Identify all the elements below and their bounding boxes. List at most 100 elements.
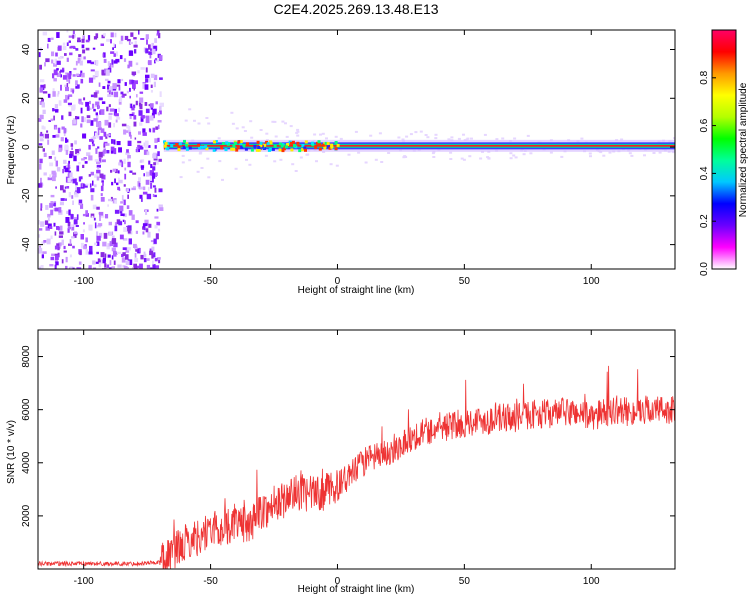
noise-speckle: [50, 209, 54, 216]
noise-speckle: [155, 57, 160, 62]
noise-speckle: [62, 189, 66, 193]
noise-speckle: [93, 118, 98, 122]
faint-speckle: [315, 160, 318, 163]
faint-speckle: [285, 135, 289, 138]
noise-speckle: [113, 139, 116, 145]
spectrogram-x-tick-label: 50: [459, 276, 471, 287]
noise-speckle: [56, 93, 59, 97]
signal-blob: [246, 142, 249, 146]
faint-speckle: [402, 156, 406, 159]
signal-blob: [244, 147, 248, 151]
faint-speckle: [339, 137, 343, 140]
noise-speckle: [65, 149, 69, 155]
noise-speckle: [96, 206, 100, 210]
noise-speckle: [63, 159, 67, 164]
noise-speckle: [83, 117, 87, 122]
noise-speckle: [70, 177, 75, 180]
noise-speckle: [82, 135, 86, 138]
noise-speckle: [100, 185, 104, 192]
noise-speckle: [74, 194, 79, 198]
noise-speckle: [94, 222, 97, 229]
signal-blob: [317, 140, 321, 144]
noise-speckle: [52, 135, 56, 138]
noise-speckle: [153, 158, 158, 161]
noise-speckle: [114, 209, 120, 214]
faint-speckle: [419, 130, 423, 133]
faint-speckle: [431, 152, 435, 155]
noise-speckle: [101, 215, 105, 218]
noise-speckle: [119, 40, 123, 45]
noise-speckle: [112, 168, 117, 172]
noise-speckle: [99, 232, 103, 238]
noise-speckle: [80, 78, 84, 84]
noise-speckle: [158, 259, 161, 264]
noise-speckle: [94, 70, 99, 77]
faint-speckle: [397, 136, 401, 139]
signal-blob: [278, 142, 282, 146]
noise-speckle: [81, 44, 85, 49]
faint-speckle: [357, 151, 361, 154]
noise-speckle: [102, 159, 106, 163]
faint-speckle: [501, 137, 505, 140]
noise-speckle: [42, 251, 47, 254]
noise-speckle: [111, 63, 114, 68]
noise-speckle: [158, 158, 162, 162]
noise-speckle: [157, 124, 160, 129]
noise-speckle: [96, 231, 99, 236]
noise-speckle: [64, 167, 69, 173]
noise-speckle: [155, 233, 159, 240]
noise-speckle: [90, 213, 95, 218]
noise-speckle: [64, 84, 67, 87]
noise-speckle: [145, 117, 150, 124]
faint-speckle: [294, 170, 298, 172]
snr-x-tick-label: 0: [335, 576, 341, 587]
colorbar-tick-label: 0.0: [699, 262, 710, 276]
faint-speckle: [284, 122, 287, 125]
noise-speckle: [129, 170, 133, 173]
snr-y-tick-label: 4000: [21, 451, 32, 474]
noise-speckle: [118, 179, 123, 184]
noise-speckle: [148, 51, 153, 55]
noise-speckle: [107, 80, 111, 84]
signal-blob: [235, 148, 239, 152]
signal-blob: [280, 144, 284, 148]
noise-speckle: [156, 208, 159, 212]
faint-speckle: [313, 133, 317, 136]
noise-speckle: [55, 134, 60, 138]
faint-speckle: [231, 122, 235, 125]
noise-speckle: [54, 264, 57, 269]
faint-speckle: [206, 157, 210, 160]
noise-speckle: [92, 260, 96, 265]
faint-speckle: [347, 153, 351, 156]
noise-speckle: [149, 54, 152, 59]
noise-speckle: [72, 178, 77, 184]
noise-speckle: [89, 100, 91, 105]
noise-speckle: [112, 250, 117, 257]
noise-speckle: [85, 47, 90, 51]
noise-speckle: [109, 241, 115, 246]
signal-blob: [253, 144, 257, 148]
faint-speckle: [264, 154, 268, 157]
signal-band-core: [163, 145, 675, 147]
noise-speckle: [82, 164, 85, 168]
noise-speckle: [95, 90, 100, 94]
noise-speckle: [81, 158, 86, 161]
noise-speckle: [122, 247, 127, 250]
signal-blob: [318, 147, 322, 151]
noise-speckle: [76, 267, 82, 269]
noise-speckle: [128, 60, 133, 67]
noise-speckle: [82, 213, 86, 217]
noise-speckle: [153, 162, 156, 166]
noise-speckle: [143, 225, 146, 231]
noise-speckle: [147, 231, 151, 238]
faint-speckle: [481, 150, 484, 153]
noise-speckle: [139, 122, 143, 126]
noise-speckle: [64, 186, 67, 189]
noise-speckle: [122, 93, 127, 96]
noise-speckle: [77, 57, 81, 64]
faint-speckle: [447, 138, 451, 141]
faint-speckle: [305, 153, 309, 156]
signal-blob: [197, 143, 201, 147]
noise-speckle: [120, 91, 124, 95]
noise-speckle: [97, 146, 100, 149]
